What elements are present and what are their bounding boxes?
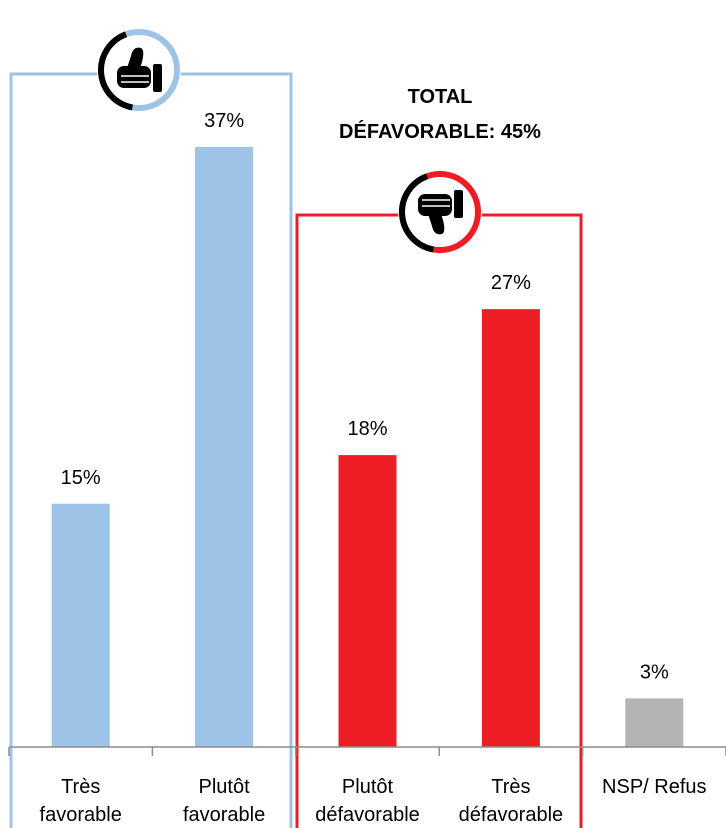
total-defavorable-line2: DÉFAVORABLE: 45% (339, 120, 541, 143)
bar (338, 455, 397, 747)
bar (51, 503, 110, 747)
thumbs-down-icon (398, 170, 482, 254)
value-label: 37% (204, 110, 244, 132)
bar (481, 309, 540, 747)
bars: 15% 37% 18% 27% 3% (51, 110, 684, 747)
icons (97, 28, 482, 254)
bar (625, 698, 684, 747)
category-label: Plutôt (342, 776, 394, 798)
value-label: 3% (640, 661, 669, 683)
category-label: Plutôt (199, 776, 251, 798)
thumbs-up-icon (97, 28, 181, 112)
value-label: 27% (491, 272, 531, 294)
bar (195, 147, 254, 747)
value-label: 15% (61, 467, 101, 489)
category-label: défavorable (315, 804, 420, 826)
category-label: favorable (183, 804, 265, 826)
category-label: défavorable (459, 804, 564, 826)
total-defavorable-line1: TOTAL (408, 86, 473, 108)
category-label: favorable (40, 804, 122, 826)
category-label: Très (491, 776, 530, 798)
category-label: NSP/ Refus (602, 776, 706, 798)
x-axis: Très favorable Plutôt favorable Plutôt défavo… (8, 746, 726, 826)
value-label: 18% (347, 418, 387, 440)
category-label: Très (61, 776, 100, 798)
